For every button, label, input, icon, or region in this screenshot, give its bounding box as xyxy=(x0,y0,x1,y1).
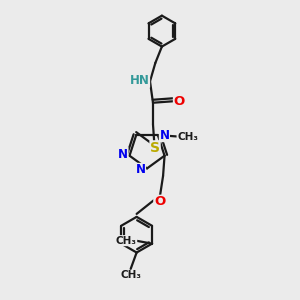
Text: CH₃: CH₃ xyxy=(177,132,198,142)
Text: N: N xyxy=(159,129,170,142)
Text: CH₃: CH₃ xyxy=(120,270,141,280)
Text: N: N xyxy=(118,148,128,161)
Text: O: O xyxy=(154,195,165,208)
Text: S: S xyxy=(150,141,160,155)
Text: HN: HN xyxy=(130,74,149,87)
Text: O: O xyxy=(173,95,185,108)
Text: CH₃: CH₃ xyxy=(116,236,137,246)
Text: N: N xyxy=(136,164,146,176)
